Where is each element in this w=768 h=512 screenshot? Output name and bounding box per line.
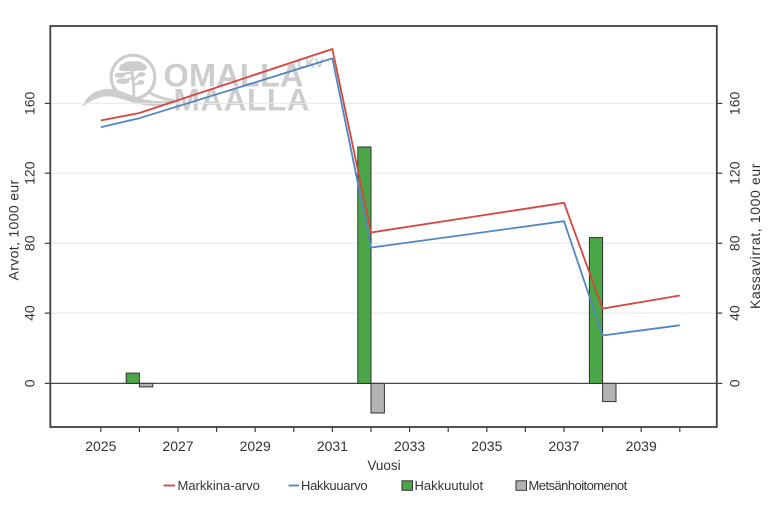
- svg-text:120: 120: [727, 161, 743, 185]
- svg-text:120: 120: [22, 161, 38, 185]
- svg-text:2035: 2035: [471, 438, 502, 454]
- svg-text:Kassavirrat, 1000 eur: Kassavirrat, 1000 eur: [747, 163, 763, 309]
- svg-text:2037: 2037: [548, 438, 579, 454]
- svg-text:Markkina-arvo: Markkina-arvo: [178, 478, 260, 493]
- svg-text:160: 160: [727, 92, 743, 116]
- svg-text:Hakkuuarvo: Hakkuuarvo: [301, 478, 367, 493]
- svg-text:40: 40: [727, 305, 743, 321]
- svg-text:2031: 2031: [317, 438, 348, 454]
- svg-text:2029: 2029: [240, 438, 271, 454]
- svg-text:Arvot, 1000 eur: Arvot, 1000 eur: [6, 180, 22, 281]
- svg-text:Vuosi: Vuosi: [367, 458, 400, 473]
- svg-text:80: 80: [727, 235, 743, 251]
- svg-text:0: 0: [727, 379, 743, 387]
- svg-text:2027: 2027: [162, 438, 193, 454]
- svg-text:40: 40: [22, 305, 38, 321]
- svg-text:160: 160: [22, 92, 38, 116]
- svg-text:80: 80: [22, 235, 38, 251]
- svg-text:2039: 2039: [626, 438, 657, 454]
- svg-text:2033: 2033: [394, 438, 425, 454]
- svg-text:Metsänhoitomenot: Metsänhoitomenot: [529, 478, 628, 493]
- svg-text:2025: 2025: [85, 438, 116, 454]
- svg-text:Hakkuutulot: Hakkuutulot: [415, 478, 484, 493]
- svg-text:0: 0: [22, 379, 38, 387]
